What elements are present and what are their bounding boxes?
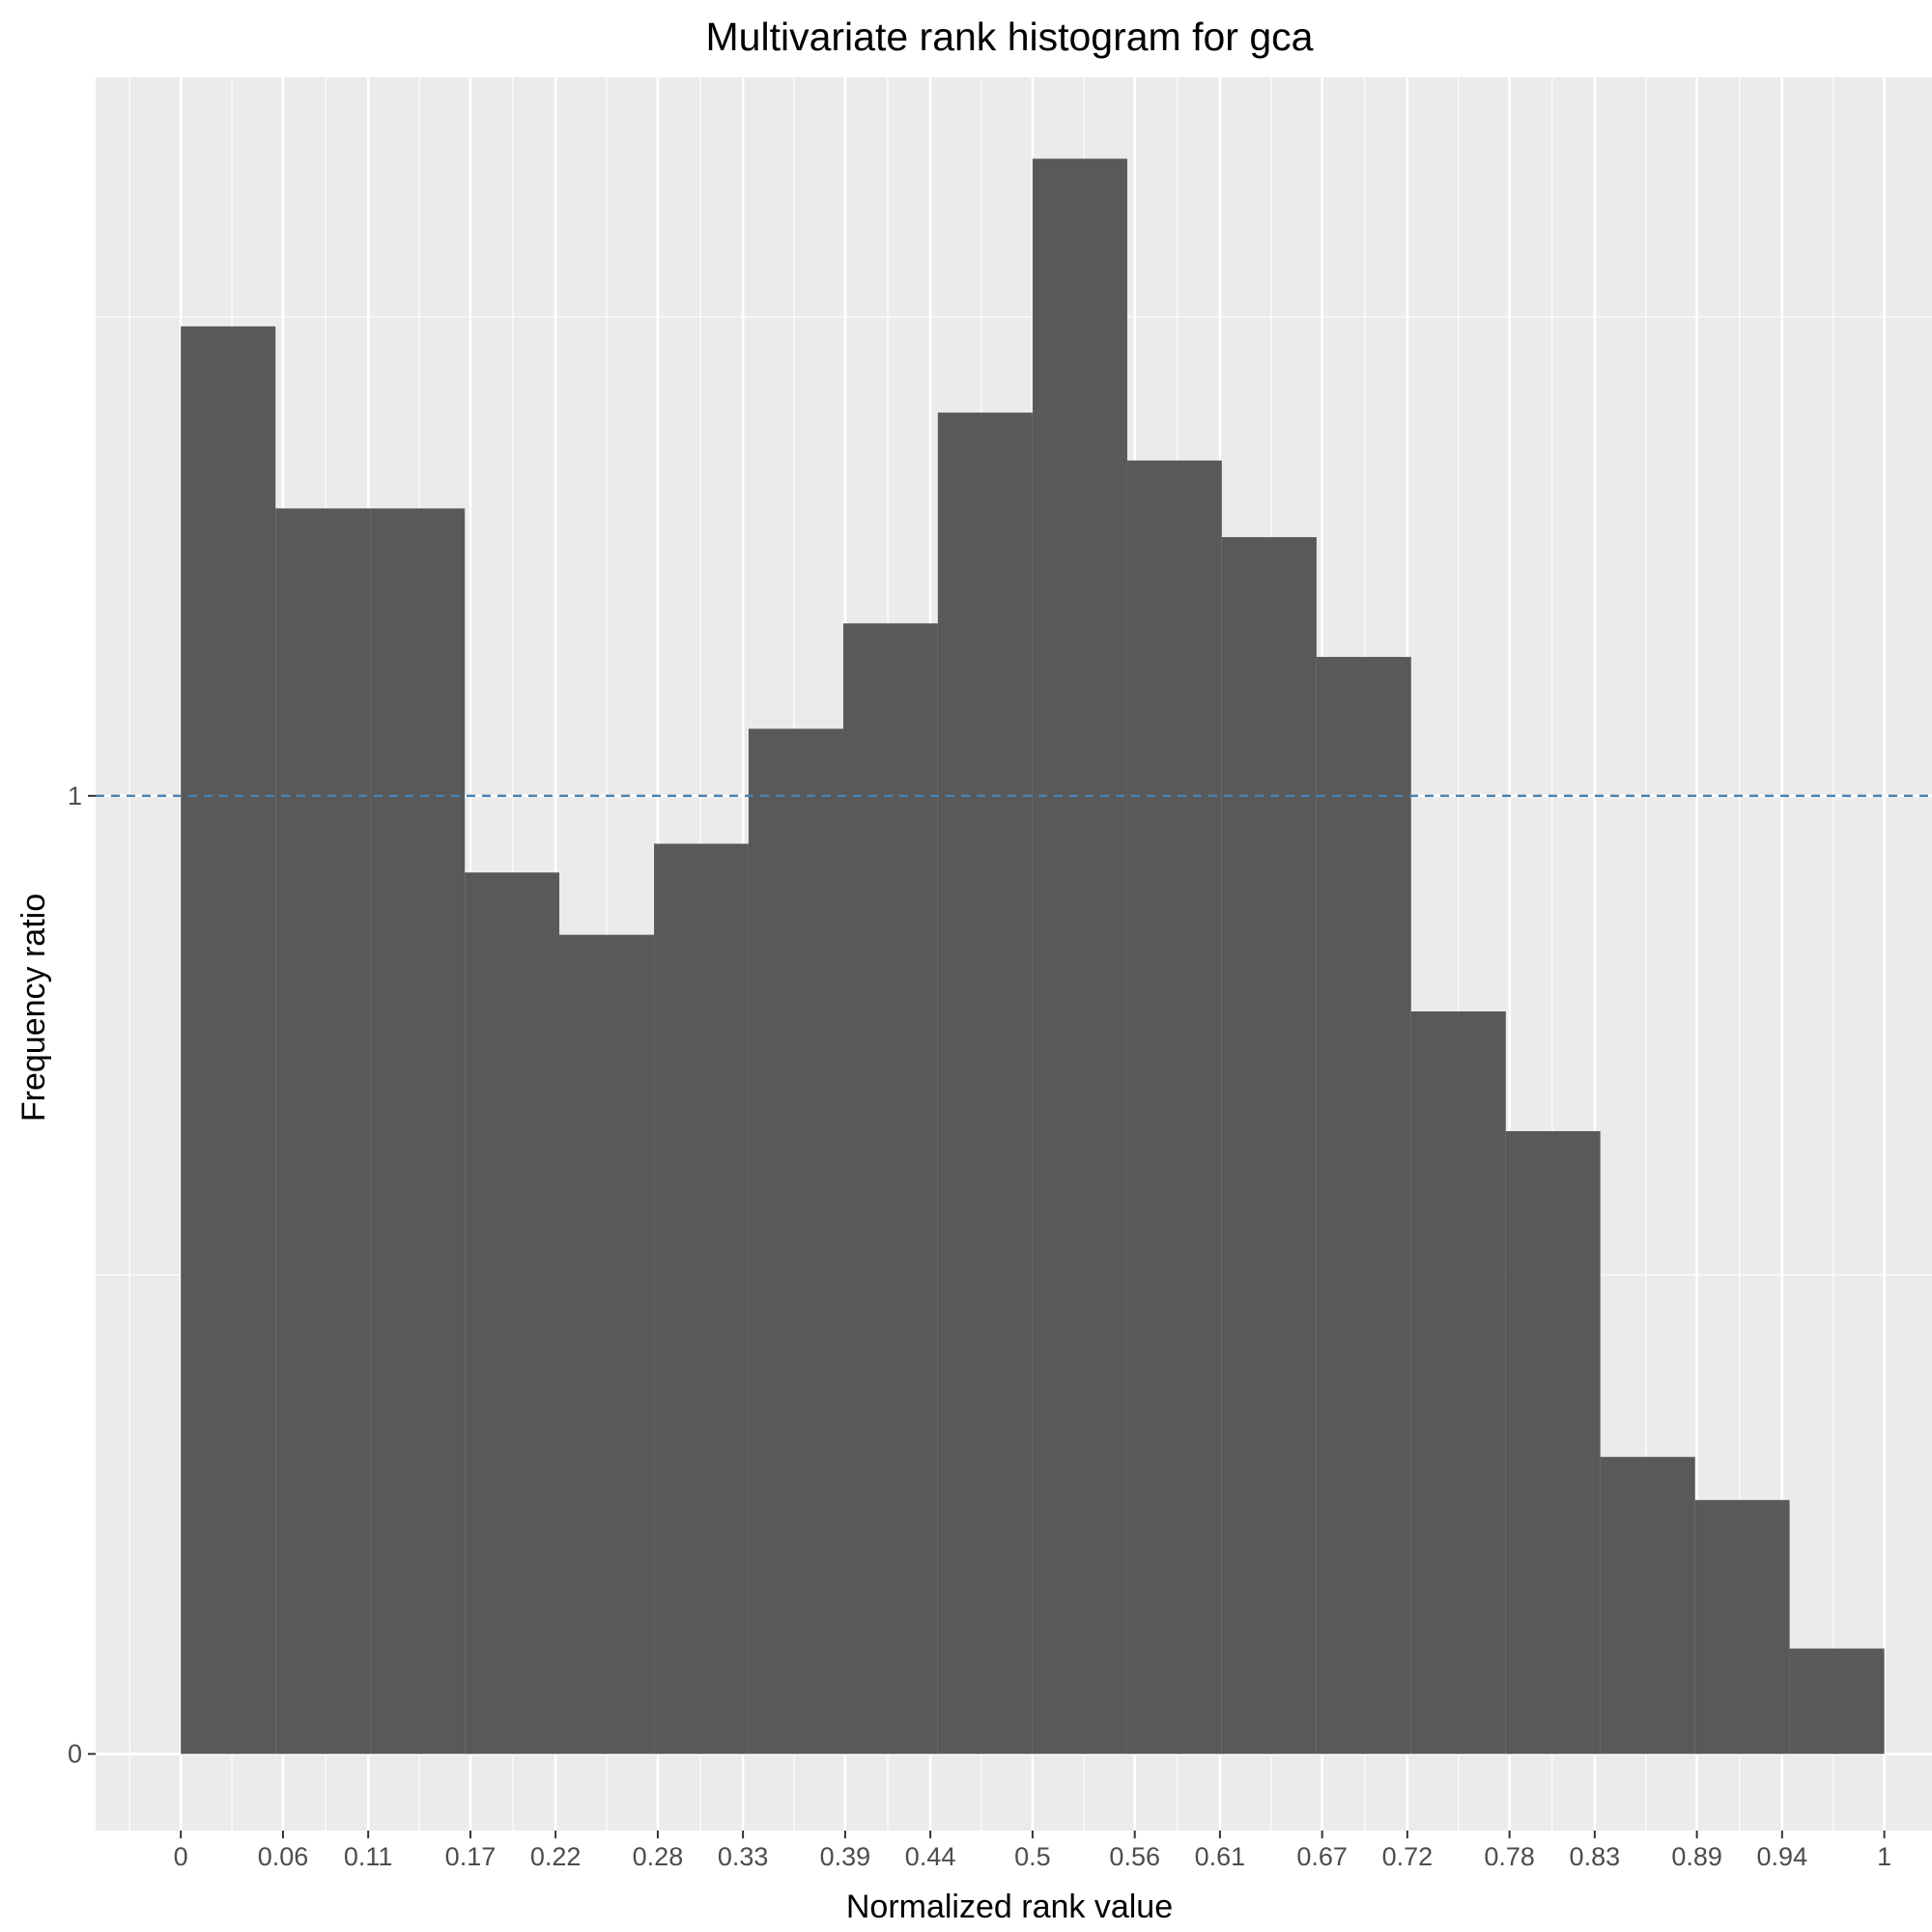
x-tick-label: 0.78 [1484,1842,1535,1871]
x-tick-label: 0.89 [1671,1842,1722,1871]
histogram-bar [1410,1011,1506,1754]
y-axis-title: Frequency ratio [15,894,52,1122]
x-tick-label: 0.56 [1109,1842,1160,1871]
y-axis: 01 [68,781,96,1769]
histogram-bar [1221,537,1317,1754]
histogram-bar [1032,158,1127,1754]
histogram-bar [748,728,843,1754]
x-tick-label: 0.44 [905,1842,956,1871]
histogram-bar [370,508,466,1754]
x-tick-label: 0.17 [445,1842,497,1871]
histogram-bar [1600,1457,1695,1754]
x-tick-label: 0.83 [1570,1842,1621,1871]
x-tick-label: 0.39 [820,1842,871,1871]
histogram-bar [842,623,938,1754]
x-tick-label: 0.94 [1757,1842,1808,1871]
x-axis: 0 0.06 0.11 0.17 0.22 0.28 0.33 0.39 0.44 0.5 0.56… [174,1831,1891,1871]
x-axis-title: Normalized rank value [846,1889,1173,1925]
histogram-bar [1694,1499,1790,1754]
histogram-bar [1505,1130,1601,1754]
histogram-bar [937,412,1033,1754]
x-tick-label: 1 [1877,1842,1891,1871]
y-tick-label: 1 [68,781,82,810]
x-tick-label: 0 [174,1842,188,1871]
histogram-bar [181,326,276,1754]
x-tick-label: 0.06 [258,1842,309,1871]
x-tick-label: 0.5 [1014,1842,1051,1871]
x-tick-label: 0.72 [1382,1842,1434,1871]
histogram-bar [465,872,560,1754]
histogram-bars [181,158,1885,1754]
x-tick-label: 0.33 [718,1842,769,1871]
x-tick-label: 0.22 [530,1842,582,1871]
histogram-bar [275,508,371,1754]
x-tick-label: 0.11 [344,1842,393,1871]
histogram-bar [654,843,749,1754]
histogram-bar [1789,1648,1885,1754]
histogram-bar [1126,460,1222,1754]
y-tick-label: 0 [68,1740,82,1769]
histogram-bar [559,934,655,1754]
chart-title: Multivariate rank histogram for gca [706,14,1314,59]
x-tick-label: 0.67 [1296,1842,1348,1871]
histogram-bar [1316,657,1411,1754]
x-tick-label: 0.61 [1195,1842,1246,1871]
x-tick-label: 0.28 [633,1842,684,1871]
